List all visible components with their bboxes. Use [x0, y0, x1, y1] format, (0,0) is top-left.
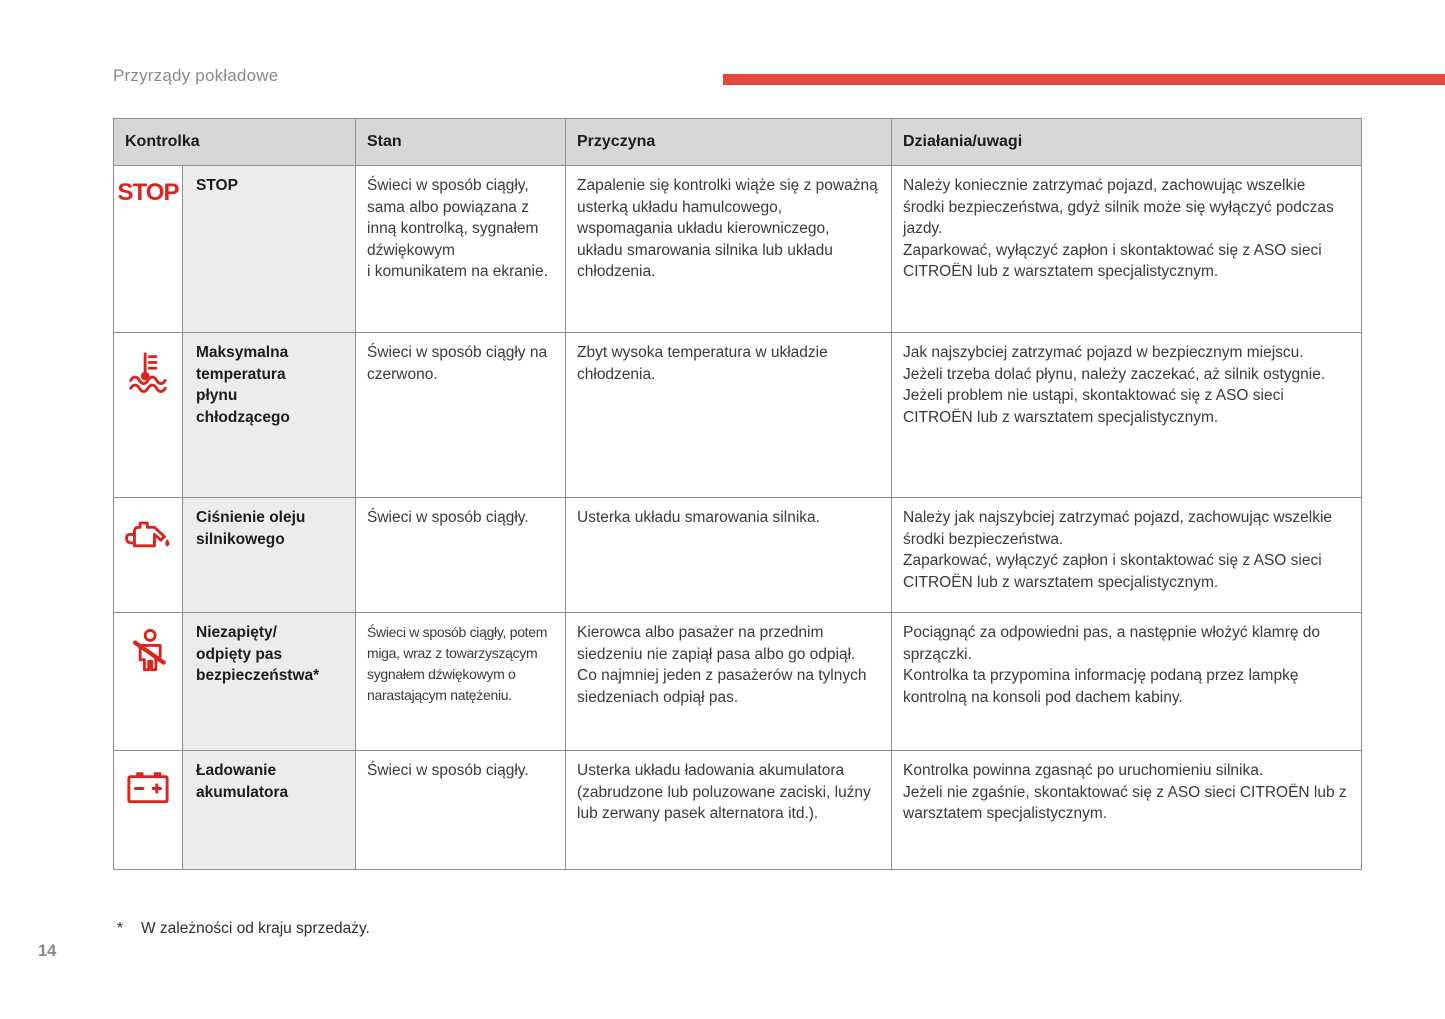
accent-bar	[723, 74, 1445, 85]
table-row: STOP STOP Świeci w sposób ciągły, sama a…	[114, 166, 1361, 333]
seatbelt-warning-icon	[128, 628, 168, 680]
footnote-text: W zależności od kraju sprzedaży.	[141, 920, 370, 937]
indicator-actions: Należy koniecznie zatrzymać pojazd, zach…	[892, 166, 1361, 333]
indicator-state: Świeci w sposób ciągły.	[356, 751, 566, 869]
indicator-actions: Należy jak najszybciej zatrzymać pojazd,…	[892, 498, 1361, 613]
indicator-cause: Zapalenie się kontrolki wiąże się z powa…	[566, 166, 892, 333]
column-header-stan: Stan	[356, 119, 566, 166]
stop-icon: STOP	[117, 179, 180, 207]
footnote: * W zależności od kraju sprzedaży.	[117, 920, 370, 938]
table-row: Maksymalna temperatura płynu chłodzącego…	[114, 333, 1361, 498]
table-body: STOP STOP Świeci w sposób ciągły, sama a…	[114, 166, 1361, 869]
footnote-marker: *	[117, 920, 124, 937]
engine-oil-pressure-icon	[123, 513, 173, 553]
coolant-temperature-icon	[125, 348, 171, 394]
table-row: Niezapięty/ odpięty pas bezpieczeństwa* …	[114, 613, 1361, 751]
indicator-icon-cell	[114, 613, 183, 751]
table-row: Ładowanie akumulatora Świeci w sposób ci…	[114, 751, 1361, 869]
table-header-row: Kontrolka Stan Przyczyna Działania/uwagi	[114, 119, 1361, 166]
indicator-cause: Usterka układu ładowania akumulatora (za…	[566, 751, 892, 869]
indicator-actions: Kontrolka powinna zgasnąć po uruchomieni…	[903, 762, 1347, 822]
stop-icon-label: STOP	[117, 179, 180, 206]
page-number: 14	[38, 942, 57, 960]
battery-charge-icon	[123, 766, 173, 808]
indicator-name: STOP	[183, 166, 356, 333]
column-header-kontrolka: Kontrolka	[114, 119, 356, 166]
indicator-icon-cell: STOP	[114, 166, 183, 333]
indicator-actions: Jak najszybciej zatrzymać pojazd w bezpi…	[892, 333, 1361, 498]
column-header-przyczyna: Przyczyna	[566, 119, 892, 166]
table-row: Ciśnienie oleju silnikowego Świeci w spo…	[114, 498, 1361, 613]
indicator-state: Świeci w sposób ciągły na czerwono.	[356, 333, 566, 498]
indicator-cause: Zbyt wysoka temperatura w układzie chłod…	[566, 333, 892, 498]
indicator-state: Świeci w sposób ciągły, sama albo powiąz…	[356, 166, 566, 333]
indicator-name: Maksymalna temperatura płynu chłodzącego	[183, 333, 356, 498]
indicator-actions: Pociągnąć za odpowiedni pas, a następnie…	[892, 613, 1361, 751]
indicator-icon-cell	[114, 498, 183, 613]
indicator-name: Niezapięty/ odpięty pas bezpieczeństwa*	[183, 613, 356, 751]
indicator-cause: Kierowca albo pasażer na przednim siedze…	[566, 613, 892, 751]
column-header-dzialania: Działania/uwagi	[892, 119, 1361, 166]
indicator-cause: Usterka układu smarowania silnika.	[566, 498, 892, 613]
indicator-state: Świeci w sposób ciągły, potem miga, wraz…	[356, 613, 566, 751]
warning-lights-table: Kontrolka Stan Przyczyna Działania/uwagi…	[113, 118, 1362, 870]
indicator-icon-cell	[114, 333, 183, 498]
indicator-state: Świeci w sposób ciągły.	[356, 498, 566, 613]
indicator-name: Ciśnienie oleju silnikowego	[183, 498, 356, 613]
indicator-name: Ładowanie akumulatora	[183, 751, 356, 869]
page-title: Przyrządy pokładowe	[113, 66, 279, 85]
indicator-icon-cell	[114, 751, 183, 869]
